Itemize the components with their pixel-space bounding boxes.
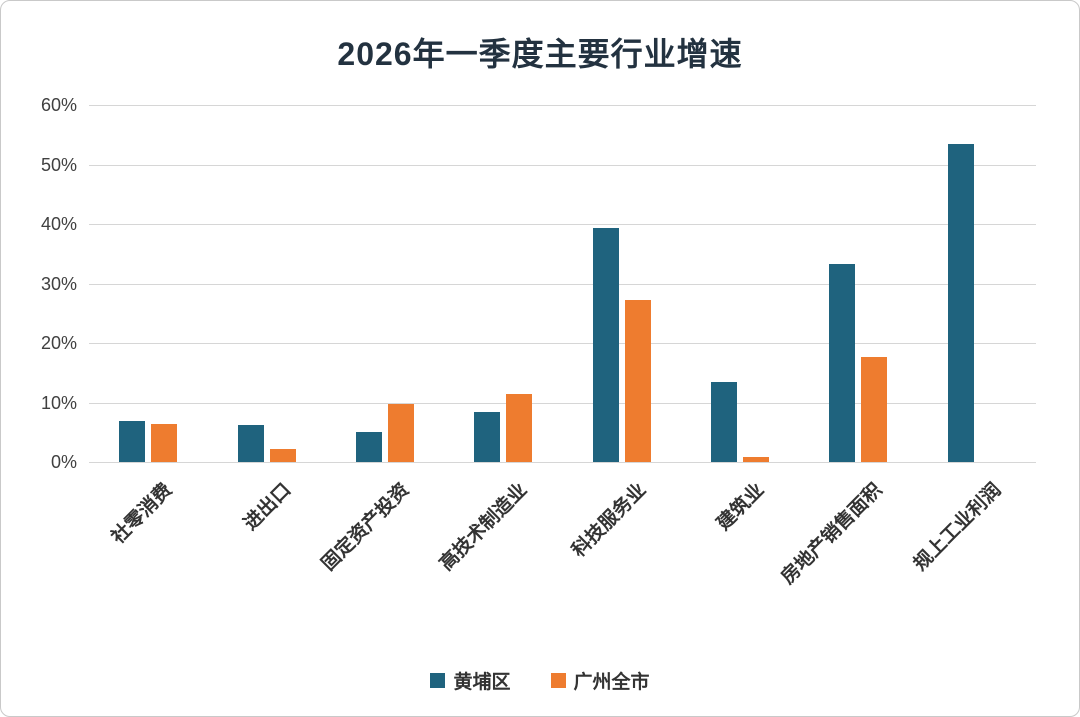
gridline (89, 462, 1036, 463)
gridline (89, 343, 1036, 344)
legend-item-guangzhou: 广州全市 (550, 667, 650, 694)
bar-series-1-cat-4 (624, 300, 651, 462)
gridline (89, 402, 1036, 404)
y-axis-tick-label: 50% (40, 154, 77, 175)
bar-series-1-cat-0 (151, 423, 178, 462)
legend-swatch-guangzhou (550, 673, 566, 688)
bar-series-1-cat-2 (387, 404, 414, 462)
bar-series-1-cat-6 (861, 357, 888, 462)
y-axis-tick-label: 40% (40, 214, 77, 234)
bar-series-0-cat-2 (355, 432, 382, 462)
bar-series-0-cat-4 (592, 228, 619, 462)
legend-label-huangpu: 黄埔区 (453, 672, 511, 693)
bar-series-0-cat-0 (119, 420, 146, 462)
bar-series-0-cat-5 (711, 382, 738, 462)
y-axis-tick-label: 60% (40, 95, 77, 115)
y-axis-tick-label: 0% (50, 452, 77, 472)
bar-series-1-cat-5 (743, 457, 770, 462)
bar-series-0-cat-1 (237, 424, 264, 462)
bar-series-1-cat-1 (269, 448, 296, 462)
bar-series-1-cat-3 (506, 394, 533, 462)
plot-area: 0% 10% 20% 30% 40% 50% 60% 社零消费 进出口 固定资产投资 高技术制造业科… (41, 95, 1036, 588)
y-axis-tick-label: 30% (40, 273, 77, 294)
chart-title: 2026年一季度主要行业增速 (337, 36, 743, 72)
x-axis-category-label: 社零消费 (107, 479, 177, 549)
bar-series-0-cat-6 (829, 263, 856, 462)
legend-swatch-huangpu (430, 673, 446, 688)
legend-item-huangpu: 黄埔区 (430, 667, 511, 694)
y-axis-tick-label: 20% (40, 333, 77, 353)
gridline (89, 283, 1036, 285)
legend-label-guangzhou: 广州全市 (573, 672, 650, 693)
bar-series-0-cat-7 (947, 143, 974, 462)
gridline (89, 224, 1036, 225)
y-axis-tick-label: 10% (40, 392, 77, 413)
legend: 黄埔区 广州全市 (1, 667, 1079, 694)
bar-series-0-cat-3 (474, 412, 501, 462)
gridline (89, 105, 1036, 106)
gridline (89, 164, 1036, 166)
